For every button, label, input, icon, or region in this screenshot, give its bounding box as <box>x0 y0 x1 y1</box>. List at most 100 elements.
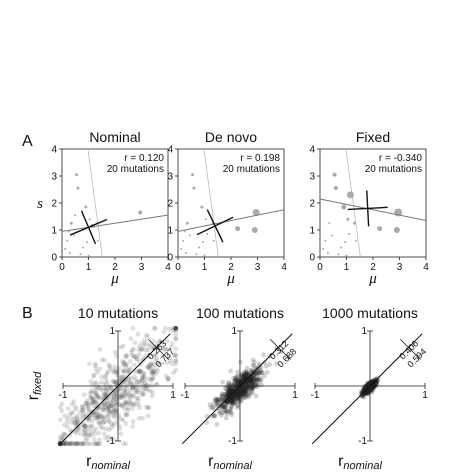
simulation-point <box>57 434 63 440</box>
simulation-point <box>152 357 158 363</box>
simulation-point <box>364 387 370 393</box>
simulation-point <box>230 399 235 405</box>
point-cloud <box>57 325 179 447</box>
simulation-point <box>248 386 254 392</box>
point-cloud <box>204 345 284 427</box>
simulation-point <box>69 440 75 446</box>
simulation-point <box>99 416 105 422</box>
simulation-point <box>248 377 254 383</box>
simulation-point <box>369 383 374 389</box>
simulation-point <box>129 350 134 355</box>
simulation-point <box>145 347 151 353</box>
simulation-point <box>365 386 371 392</box>
simulation-point <box>362 389 368 395</box>
simulation-point <box>371 380 377 386</box>
tick-x-neg: -1 <box>311 390 320 401</box>
simulation-point <box>236 380 242 386</box>
simulation-point <box>111 414 117 419</box>
simulation-point <box>103 404 108 410</box>
data-point <box>182 239 185 242</box>
simulation-point <box>362 390 368 395</box>
data-point <box>76 186 80 190</box>
simulation-point <box>235 374 241 380</box>
simulation-point <box>231 397 237 403</box>
simulation-point <box>229 397 235 403</box>
simulation-point <box>363 389 369 394</box>
simulation-point <box>95 415 100 421</box>
data-point <box>206 233 209 236</box>
simulation-point <box>103 373 109 379</box>
simulation-point <box>87 413 93 418</box>
simulation-point <box>116 395 122 401</box>
simulation-point <box>244 382 250 388</box>
simulation-point <box>256 369 262 375</box>
simulation-point <box>86 407 92 413</box>
simulation-point <box>247 386 252 392</box>
simulation-point <box>139 346 145 351</box>
simulation-point <box>123 374 129 380</box>
simulation-point <box>173 325 179 331</box>
simulation-point <box>97 346 103 352</box>
simulation-point <box>229 398 235 404</box>
simulation-point <box>87 441 93 447</box>
simulation-point <box>227 392 233 398</box>
simulation-point <box>94 393 100 399</box>
simulation-point <box>122 387 128 393</box>
simulation-point <box>97 421 102 426</box>
simulation-point <box>97 419 103 425</box>
simulation-point <box>367 384 373 390</box>
simulation-point <box>235 373 241 379</box>
simulation-point <box>59 401 65 407</box>
x-axis-label: rnominal <box>338 453 382 472</box>
simulation-point <box>243 373 249 379</box>
simulation-point <box>111 394 117 399</box>
simulation-point <box>372 382 378 388</box>
simulation-point <box>359 392 365 398</box>
simulation-point <box>149 393 155 399</box>
simulation-point <box>241 388 246 394</box>
simulation-point <box>149 383 155 389</box>
simulation-point <box>371 383 377 389</box>
simulation-point <box>363 391 369 396</box>
simulation-point <box>68 441 74 447</box>
simulation-point <box>372 383 377 388</box>
simulation-point <box>118 395 124 401</box>
simulation-point <box>72 416 78 422</box>
simulation-point <box>220 405 225 411</box>
simulation-point <box>228 382 234 388</box>
simulation-point <box>367 386 373 392</box>
simulation-point <box>234 378 239 384</box>
simulation-point <box>124 361 130 367</box>
simulation-point <box>212 397 218 403</box>
simulation-point <box>104 378 110 384</box>
simulation-point <box>247 377 253 383</box>
simulation-point <box>229 395 234 401</box>
mutation-count-label: 20 mutations <box>223 164 280 175</box>
simulation-point <box>93 399 98 405</box>
tick-y-neg: -1 <box>106 436 115 447</box>
simulation-point <box>237 389 243 395</box>
simulation-point <box>232 391 238 397</box>
simulation-point <box>86 417 92 423</box>
simulation-point <box>369 388 375 394</box>
simulation-point <box>141 343 147 348</box>
simulation-point <box>371 384 377 389</box>
tick-x-pos: 1 <box>170 390 176 401</box>
simulation-point <box>226 395 232 401</box>
simulation-point <box>59 408 65 414</box>
simulation-point <box>250 362 256 368</box>
simulation-point <box>363 386 369 392</box>
simulation-point <box>371 380 377 386</box>
simulation-point <box>248 373 254 379</box>
simulation-point <box>153 352 159 358</box>
simulation-point <box>87 391 93 397</box>
simulation-point <box>248 379 254 385</box>
simulation-point <box>359 391 364 396</box>
simulation-point <box>102 357 107 363</box>
simulation-point <box>123 363 129 369</box>
simulation-point <box>226 393 232 399</box>
simulation-point <box>127 381 133 387</box>
simulation-point <box>367 385 373 391</box>
simulation-point <box>72 441 78 447</box>
